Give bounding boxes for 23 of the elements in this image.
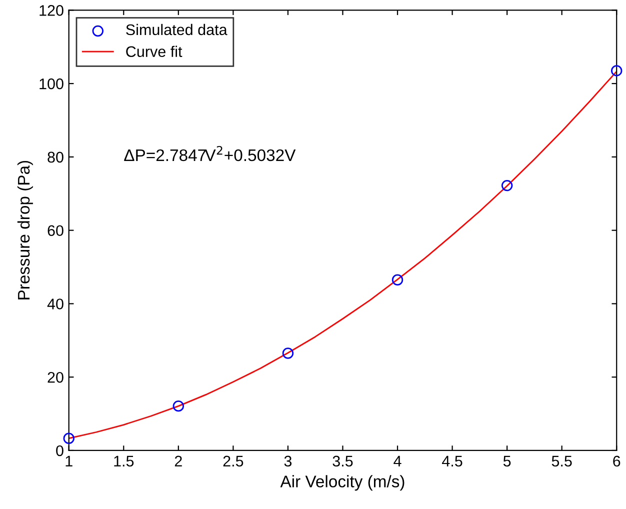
x-tick-label: 6 xyxy=(613,456,620,467)
y-tick-label: 100 xyxy=(40,78,64,90)
y-tick-label: 20 xyxy=(48,372,64,383)
x-tick-label: 1 xyxy=(66,456,72,466)
y-tick-label: 40 xyxy=(47,298,64,310)
y-axis-title: Pressure drop (Pa) xyxy=(17,160,33,300)
y-tick-label: 80 xyxy=(48,152,64,163)
legend-label: Curve fit xyxy=(126,46,182,58)
y-tick-label: 120 xyxy=(40,5,64,16)
x-tick-label: 3.5 xyxy=(332,456,353,467)
x-tick-label: 3 xyxy=(284,456,292,467)
y-tick-label: 0 xyxy=(56,445,64,456)
legend-label: Simulated data xyxy=(126,24,228,36)
x-tick-label: 5.5 xyxy=(552,456,572,467)
x-tick-label: 2.5 xyxy=(223,456,244,467)
annotation: ΔP=2.7847V$^{2}$+0.5032V xyxy=(124,146,296,162)
x-tick-label: 1.5 xyxy=(114,456,134,467)
x-tick-label: 5 xyxy=(503,456,511,467)
x-tick-label: 4.5 xyxy=(442,456,462,467)
y-tick-label: 60 xyxy=(48,225,64,236)
x-axis-title: Air Velocity (m/s) xyxy=(280,475,404,491)
x-tick-label: 2 xyxy=(174,456,182,466)
x-tick-label: 4 xyxy=(394,456,402,466)
